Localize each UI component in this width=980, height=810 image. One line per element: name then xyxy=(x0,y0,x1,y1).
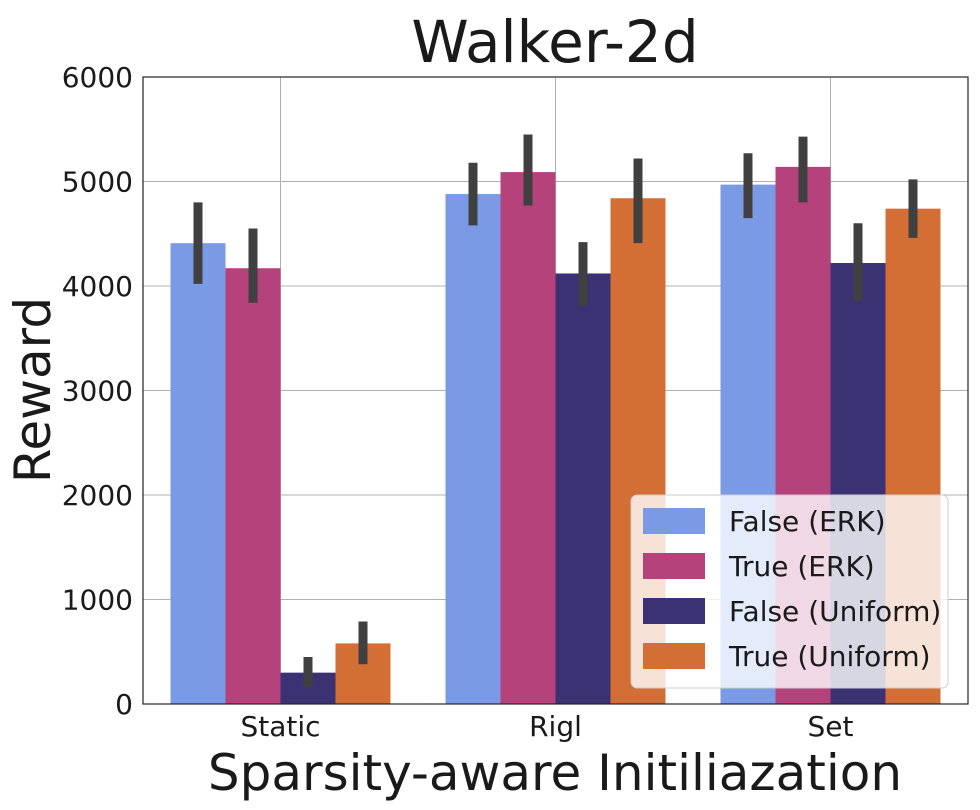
legend-label: True (Uniform) xyxy=(728,640,931,673)
y-axis-label: Reward xyxy=(4,297,62,483)
legend-swatch xyxy=(643,553,705,579)
x-axis-label: Sparsity-aware Initiliazation xyxy=(208,744,902,802)
legend-swatch xyxy=(643,598,705,624)
legend-label: False (Uniform) xyxy=(729,595,941,628)
bar xyxy=(225,268,281,704)
legend: False (ERK) True (ERK) False (Uniform) True… xyxy=(630,494,949,689)
bar xyxy=(445,194,501,705)
x-tick-label: Rigl xyxy=(529,710,582,743)
x-tick-label: Set xyxy=(808,710,854,743)
legend-box xyxy=(630,494,949,689)
plot-frame xyxy=(142,76,969,705)
legend-swatch xyxy=(643,643,705,669)
y-tick-label: 6000 xyxy=(62,61,133,94)
y-tick-label: 5000 xyxy=(62,166,133,199)
y-tick-label: 0 xyxy=(115,688,133,721)
y-tick-label: 4000 xyxy=(62,270,133,303)
x-tick-label: Static xyxy=(240,710,320,743)
y-tick-label: 2000 xyxy=(62,479,133,512)
y-tick-labels: 0 1000 2000 3000 4000 5000 6000 xyxy=(62,61,133,721)
chart-title: Walker-2d xyxy=(411,8,698,76)
bar xyxy=(555,273,611,704)
y-tick-label: 3000 xyxy=(62,375,133,408)
legend-label: True (ERK) xyxy=(728,550,875,583)
y-tick-label: 1000 xyxy=(62,584,133,617)
bar xyxy=(170,243,226,704)
legend-label: False (ERK) xyxy=(729,505,886,538)
error-bars xyxy=(193,134,918,688)
x-tick-labels: Static Rigl Set xyxy=(240,710,853,743)
legend-swatch xyxy=(643,508,705,534)
bar xyxy=(500,172,556,705)
